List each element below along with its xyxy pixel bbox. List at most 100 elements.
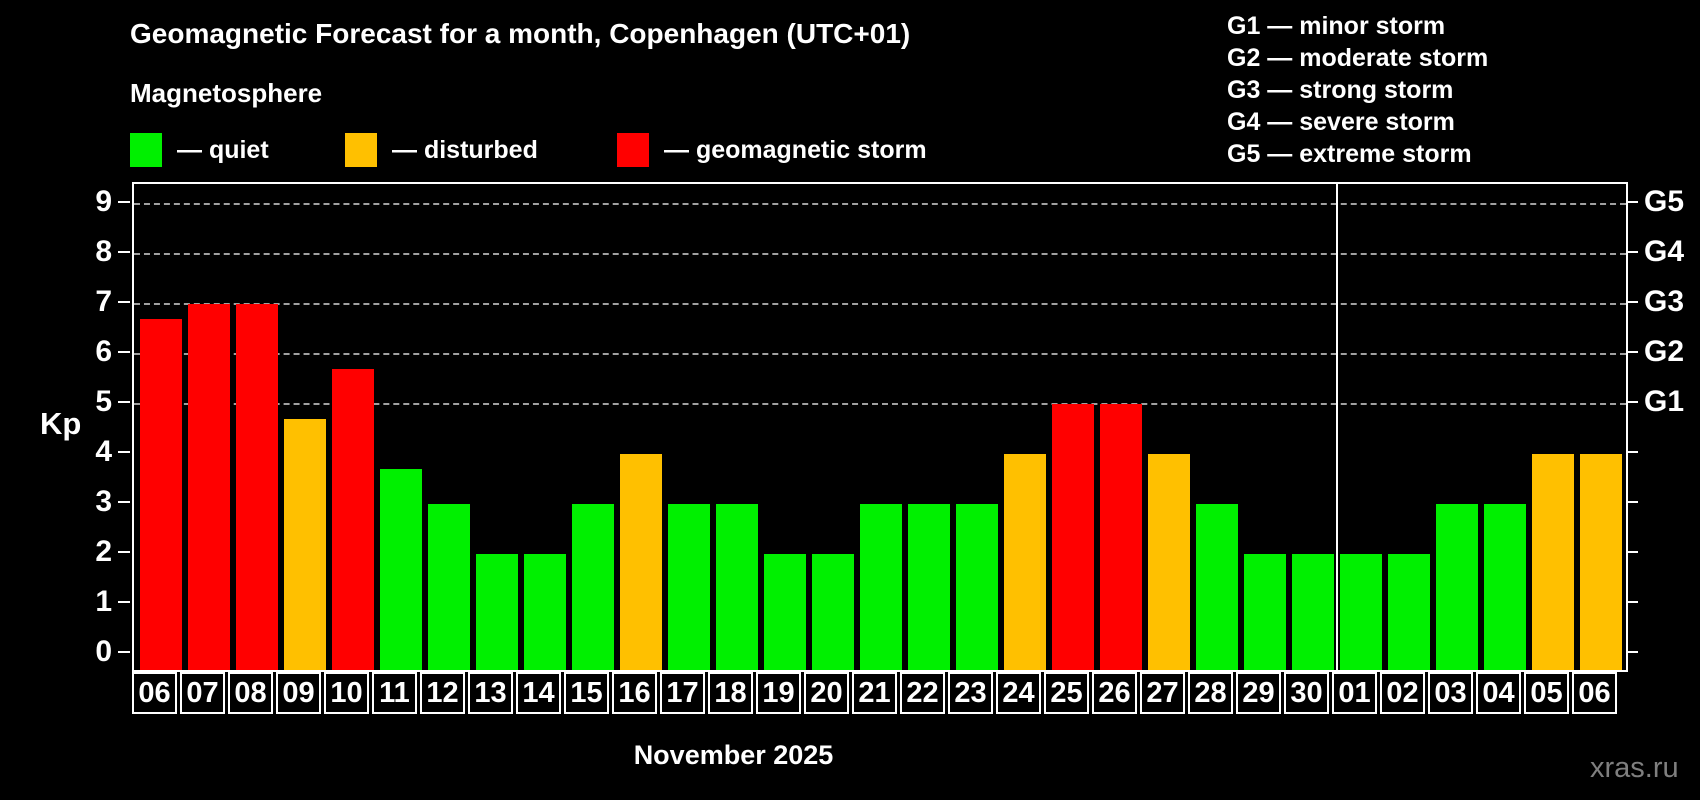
y-tick-label-3: 3 bbox=[95, 485, 112, 518]
day-cell-nov-07: 07 bbox=[180, 672, 225, 714]
legend-item-storm: — geomagnetic storm bbox=[617, 132, 927, 168]
bar-day-11 bbox=[380, 469, 422, 670]
day-cell-nov-26: 26 bbox=[1092, 672, 1137, 714]
day-cell-nov-29: 29 bbox=[1236, 672, 1281, 714]
legend-swatch-disturbed bbox=[345, 133, 377, 167]
y-tick-left-4 bbox=[118, 451, 130, 453]
day-cell-nov-08: 08 bbox=[228, 672, 273, 714]
bar-day-09 bbox=[284, 419, 326, 670]
day-cell-nov-10: 10 bbox=[324, 672, 369, 714]
day-cell-nov-22: 22 bbox=[900, 672, 945, 714]
storm-scale-line: G5 — extreme storm bbox=[1227, 140, 1472, 168]
y-tick-right-3 bbox=[1626, 501, 1638, 503]
y-tick-right-5 bbox=[1626, 401, 1638, 403]
month-boundary-line bbox=[1336, 184, 1338, 670]
day-cell-nov-19: 19 bbox=[756, 672, 801, 714]
bar-day-12 bbox=[428, 504, 470, 670]
y-tick-label-7: 7 bbox=[95, 285, 112, 318]
bar-day-07 bbox=[188, 304, 230, 670]
right-axis-label-G3: G3 bbox=[1644, 285, 1685, 318]
bar-day-14 bbox=[524, 554, 566, 670]
legend-label-disturbed: — disturbed bbox=[392, 135, 538, 164]
y-tick-right-1 bbox=[1626, 601, 1638, 603]
day-cell-nov-06: 06 bbox=[132, 672, 177, 714]
bar-day-18 bbox=[716, 504, 758, 670]
y-tick-left-8 bbox=[118, 251, 130, 253]
bar-day-29 bbox=[1244, 554, 1286, 670]
day-cell-dec-03: 03 bbox=[1428, 672, 1473, 714]
bar-day-10 bbox=[332, 369, 374, 670]
watermark: xras.ru bbox=[1590, 752, 1679, 784]
y-tick-left-2 bbox=[118, 551, 130, 553]
day-cell-nov-24: 24 bbox=[996, 672, 1041, 714]
y-tick-left-1 bbox=[118, 601, 130, 603]
y-tick-label-0: 0 bbox=[95, 635, 112, 668]
bar-day-27 bbox=[1148, 454, 1190, 670]
y-tick-left-9 bbox=[118, 201, 130, 203]
y-tick-right-7 bbox=[1626, 301, 1638, 303]
bar-day-30 bbox=[1292, 554, 1334, 670]
y-tick-left-7 bbox=[118, 301, 130, 303]
legend-label-storm: — geomagnetic storm bbox=[664, 135, 927, 164]
day-cell-nov-18: 18 bbox=[708, 672, 753, 714]
right-axis-label-G4: G4 bbox=[1644, 235, 1685, 268]
y-tick-right-4 bbox=[1626, 451, 1638, 453]
y-tick-left-6 bbox=[118, 351, 130, 353]
y-tick-right-2 bbox=[1626, 551, 1638, 553]
bar-day-16 bbox=[620, 454, 662, 670]
bar-day-05 bbox=[1532, 454, 1574, 670]
day-cell-nov-20: 20 bbox=[804, 672, 849, 714]
gridline-kp5 bbox=[134, 403, 1626, 405]
bar-day-19 bbox=[764, 554, 806, 670]
day-cell-nov-09: 09 bbox=[276, 672, 321, 714]
plot-area bbox=[132, 182, 1628, 672]
gridline-kp7 bbox=[134, 303, 1626, 305]
y-tick-left-0 bbox=[118, 651, 130, 653]
legend-swatch-storm bbox=[617, 133, 649, 167]
bar-day-26 bbox=[1100, 404, 1142, 670]
day-cell-nov-16: 16 bbox=[612, 672, 657, 714]
day-cell-nov-14: 14 bbox=[516, 672, 561, 714]
day-cell-nov-17: 17 bbox=[660, 672, 705, 714]
bar-day-17 bbox=[668, 504, 710, 670]
day-cell-dec-02: 02 bbox=[1380, 672, 1425, 714]
y-tick-left-5 bbox=[118, 401, 130, 403]
day-cell-nov-21: 21 bbox=[852, 672, 897, 714]
day-cell-nov-30: 30 bbox=[1284, 672, 1329, 714]
day-cell-nov-12: 12 bbox=[420, 672, 465, 714]
day-cell-dec-06: 06 bbox=[1572, 672, 1617, 714]
storm-scale-line: G4 — severe storm bbox=[1227, 108, 1455, 136]
storm-scale-line: G2 — moderate storm bbox=[1227, 44, 1489, 72]
storm-scale-legend: G1 — minor storm G2 — moderate storm G3 — … bbox=[1227, 10, 1488, 170]
day-cell-nov-13: 13 bbox=[468, 672, 513, 714]
storm-scale-line: G3 — strong storm bbox=[1227, 76, 1454, 104]
right-axis-label-G5: G5 bbox=[1644, 185, 1685, 218]
y-tick-right-8 bbox=[1626, 251, 1638, 253]
bar-day-24 bbox=[1004, 454, 1046, 670]
bar-day-01 bbox=[1340, 554, 1382, 670]
legend-swatch-quiet bbox=[130, 133, 162, 167]
gridline-kp6 bbox=[134, 353, 1626, 355]
right-axis-label-G2: G2 bbox=[1644, 335, 1685, 368]
legend-item-quiet: — quiet bbox=[130, 132, 269, 168]
gridline-kp9 bbox=[134, 203, 1626, 205]
y-tick-label-2: 2 bbox=[95, 535, 112, 568]
y-tick-right-6 bbox=[1626, 351, 1638, 353]
legend-label-quiet: — quiet bbox=[177, 135, 269, 164]
y-tick-label-8: 8 bbox=[95, 235, 112, 268]
storm-scale-line: G1 — minor storm bbox=[1227, 12, 1446, 40]
y-tick-label-9: 9 bbox=[95, 185, 112, 218]
x-axis-title: November 2025 bbox=[633, 740, 834, 770]
legend-item-disturbed: — disturbed bbox=[345, 132, 538, 168]
day-cell-dec-05: 05 bbox=[1524, 672, 1569, 714]
y-axis-title: Kp bbox=[40, 406, 82, 441]
bar-day-28 bbox=[1196, 504, 1238, 670]
y-tick-right-9 bbox=[1626, 201, 1638, 203]
day-cell-nov-27: 27 bbox=[1140, 672, 1185, 714]
chart-subtitle: Magnetosphere bbox=[130, 78, 323, 108]
bar-day-04 bbox=[1484, 504, 1526, 670]
bar-day-20 bbox=[812, 554, 854, 670]
day-cell-nov-25: 25 bbox=[1044, 672, 1089, 714]
y-tick-left-3 bbox=[118, 501, 130, 503]
bar-day-03 bbox=[1436, 504, 1478, 670]
